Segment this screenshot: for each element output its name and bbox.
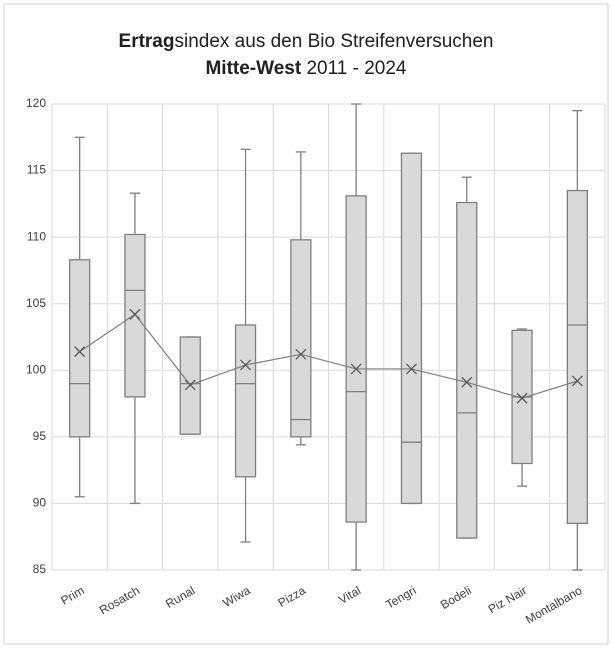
y-tick-label: 110 (27, 229, 46, 243)
title-part: sindex aus den Bio Streifenversuchen (174, 31, 493, 52)
title-part: Ertrag (119, 31, 175, 52)
y-tick-label: 115 (27, 163, 46, 177)
title-part: 2011 - 2024 (301, 58, 407, 79)
y-tick-label: 95 (33, 429, 47, 443)
box (345, 195, 367, 523)
chart-title: Mitte-West 2011 - 2024 (205, 58, 406, 79)
box (124, 233, 146, 398)
y-tick-label: 120 (26, 96, 46, 110)
mean-marker (129, 308, 141, 320)
y-tick-label: 100 (26, 362, 46, 376)
mean-line (79, 313, 578, 399)
y-tick-label: 90 (33, 496, 47, 510)
mean-marker (240, 359, 252, 371)
box (69, 259, 91, 438)
title-part: Mitte-West (205, 58, 301, 79)
y-tick-label: 105 (26, 296, 46, 310)
mean-marker (405, 363, 417, 375)
mean-marker (461, 376, 473, 388)
y-tick-label: 85 (33, 562, 47, 576)
mean-marker (516, 392, 528, 404)
mean-marker (74, 346, 86, 358)
box (456, 201, 478, 539)
box (234, 324, 257, 478)
mean-marker (184, 379, 196, 391)
mean-marker (350, 363, 362, 375)
box (290, 239, 312, 438)
mean-marker (295, 348, 307, 360)
box (400, 152, 423, 505)
chart-title: Ertragsindex aus den Bio Streifenversuch… (119, 31, 494, 52)
box (566, 189, 588, 525)
mean-marker (571, 375, 583, 387)
